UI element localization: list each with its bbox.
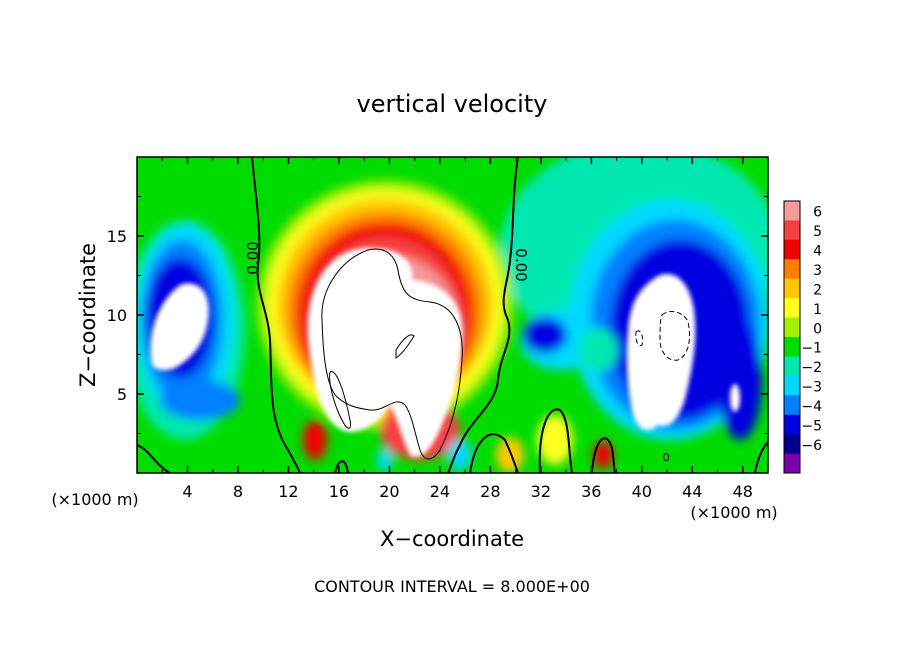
x-tick-label: 16 xyxy=(329,482,349,501)
contour-label-group: 0.00 0.00 xyxy=(244,241,530,281)
x-tick-label: 28 xyxy=(480,482,500,501)
x-tick-label: 44 xyxy=(682,482,702,501)
colorbar-swatch xyxy=(784,356,800,377)
x-tick-label: 48 xyxy=(733,482,753,501)
colorbar-label: 4 xyxy=(813,244,822,260)
colorbar-swatch xyxy=(784,453,800,474)
contour-negative-right xyxy=(635,311,691,361)
colorbar-label: 6 xyxy=(813,205,822,221)
y-axis-ticks: 5 10 15 xyxy=(107,196,768,434)
x-tick-label: 36 xyxy=(581,482,601,501)
colorbar-label: 1 xyxy=(813,302,822,318)
contour-lines xyxy=(137,157,768,473)
zero-contour-right xyxy=(447,157,519,473)
contour-label-right: 0.00 xyxy=(512,248,530,281)
y-tick-label: 5 xyxy=(117,385,127,404)
colorbar-swatch xyxy=(784,395,800,416)
x-unit-right: (×1000 m) xyxy=(690,503,777,522)
x-tick-label: 8 xyxy=(233,482,243,501)
colorbar-label: −1 xyxy=(801,341,822,357)
x-tick-label: 24 xyxy=(430,482,450,501)
colorbar-swatch xyxy=(784,201,800,221)
colorbar-label: 2 xyxy=(813,282,822,298)
colorbar-label: 3 xyxy=(813,263,822,279)
x-tick-label: 40 xyxy=(632,482,652,501)
colorbar-label: −2 xyxy=(801,360,822,376)
y-tick-label: 15 xyxy=(107,227,127,246)
colorbar-swatch xyxy=(784,375,800,396)
colorbar-swatch xyxy=(784,220,800,241)
colorbar-swatch xyxy=(784,337,800,357)
contour-small-right xyxy=(663,453,669,462)
contour-interval-footer: CONTOUR INTERVAL = 8.000E+00 xyxy=(314,577,590,596)
x-tick-label: 12 xyxy=(278,482,298,501)
x-tick-label: 4 xyxy=(182,482,192,501)
colorbar-swatch xyxy=(784,434,800,455)
x-axis-label: X−coordinate xyxy=(380,527,524,551)
contour-label-left: 0.00 xyxy=(244,241,262,274)
x-unit-left: (×1000 m) xyxy=(51,490,138,509)
x-tick-label: 32 xyxy=(531,482,551,501)
y-axis-label: Z−coordinate xyxy=(76,243,100,387)
y-tick-label: 10 xyxy=(107,306,127,325)
x-tick-label: 20 xyxy=(379,482,399,501)
colorbar-label: −3 xyxy=(801,380,822,396)
colorbar-swatch xyxy=(784,317,800,338)
contour-16 xyxy=(329,334,415,429)
colorbar-swatch xyxy=(784,239,800,260)
colorbar-swatch xyxy=(784,278,800,299)
zero-contour-left xyxy=(251,157,301,473)
zero-contour-bottom-cells xyxy=(334,408,768,473)
colorbar-swatch xyxy=(784,259,800,280)
colorbar-label: 0 xyxy=(813,321,822,337)
zero-contour-bottom-left xyxy=(137,444,171,473)
colorbar-label: −6 xyxy=(801,438,822,454)
chart-title: vertical velocity xyxy=(357,90,548,118)
contour-8 xyxy=(321,248,463,460)
colorbar-swatch xyxy=(784,414,800,435)
colorbar: 6 5 4 3 2 1 0 −1 −2 −3 −4 −5 −6 xyxy=(783,200,822,474)
heatmap-field xyxy=(137,157,768,473)
colorbar-label: 5 xyxy=(813,224,822,240)
colorbar-swatch xyxy=(784,298,800,319)
colorbar-frame xyxy=(783,200,801,474)
x-axis-ticks: 4 8 12 16 20 24 28 32 36 40 44 48 xyxy=(161,157,753,501)
colorbar-label: −5 xyxy=(801,418,822,434)
colorbar-label: −4 xyxy=(801,399,822,415)
